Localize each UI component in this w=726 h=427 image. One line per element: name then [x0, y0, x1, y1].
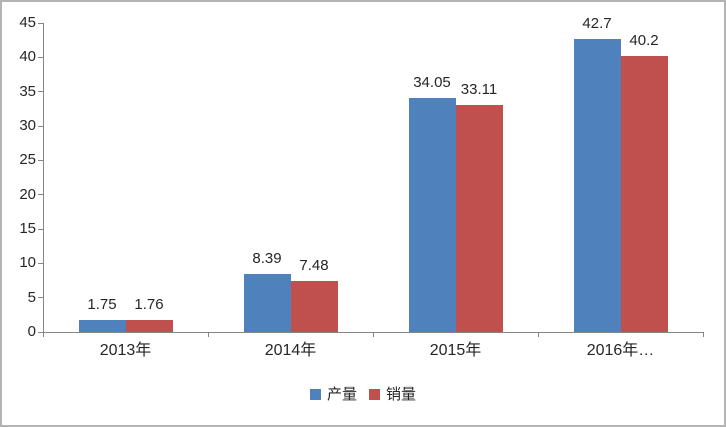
bar-销量-2013年: [125, 320, 173, 332]
legend-item-产量: 产量: [309, 385, 357, 403]
x-axis-tick: [538, 332, 539, 337]
y-axis-tick: [38, 297, 43, 299]
bar-产量-2013年: [78, 320, 126, 332]
y-axis-tick: [38, 262, 43, 264]
x-axis-tick: [373, 332, 374, 337]
x-axis-tick: [43, 332, 44, 337]
y-axis-tick-label: 10: [19, 254, 36, 272]
bar-销量-2014年: [290, 281, 338, 332]
y-axis-tick-label: 35: [19, 82, 36, 100]
x-category-label: 2016年…: [586, 342, 655, 359]
y-axis-tick: [38, 194, 43, 196]
y-axis-tick-label: 40: [19, 48, 36, 66]
bar-value-label: 33.11: [460, 81, 498, 98]
y-axis-tick: [38, 331, 43, 333]
bar-value-label: 34.05: [413, 74, 451, 91]
legend: 产量 销量: [0, 384, 726, 404]
x-axis-tick: [703, 332, 704, 337]
bar-value-label: 7.48: [299, 257, 329, 274]
bar-value-label: 1.75: [87, 296, 117, 313]
legend-item-销量: 销量: [369, 387, 416, 402]
y-axis-tick-label: 0: [27, 323, 36, 340]
y-axis-tick: [38, 56, 43, 58]
bar-value-label: 42.7: [582, 15, 612, 32]
y-axis-tick: [38, 125, 43, 127]
bar-value-label: 1.76: [134, 296, 164, 313]
y-axis-line: [43, 23, 44, 332]
y-axis-tick: [38, 91, 43, 93]
legend-label: 销量: [386, 385, 417, 403]
x-axis-tick: [208, 332, 209, 337]
legend-swatch-icon: [309, 388, 321, 400]
y-axis-tick-label: 30: [19, 117, 36, 134]
x-category-label: 2013年: [99, 342, 152, 359]
bar-销量-2015年: [455, 105, 503, 332]
y-axis-tick-label: 5: [27, 288, 36, 306]
bar-产量-2015年: [408, 98, 456, 332]
bar-销量-2016年…: [620, 56, 668, 332]
y-axis-tick-label: 20: [19, 185, 36, 203]
x-category-label: 2014年: [264, 342, 317, 359]
x-category-label: 2015年: [429, 342, 482, 359]
bar-value-label: 40.2: [629, 32, 659, 49]
y-axis-tick-label: 15: [19, 220, 36, 237]
y-axis-tick: [38, 159, 43, 161]
y-axis-tick: [38, 228, 43, 230]
bar-产量-2016年…: [573, 39, 621, 332]
bar-产量-2014年: [243, 274, 291, 332]
y-axis-tick-label: 45: [19, 14, 36, 31]
y-axis-tick: [38, 22, 43, 24]
legend-label: 产量: [326, 385, 357, 403]
bar-value-label: 8.39: [252, 250, 282, 267]
y-axis-tick-label: 25: [19, 151, 36, 169]
legend-swatch-icon: [369, 388, 380, 400]
